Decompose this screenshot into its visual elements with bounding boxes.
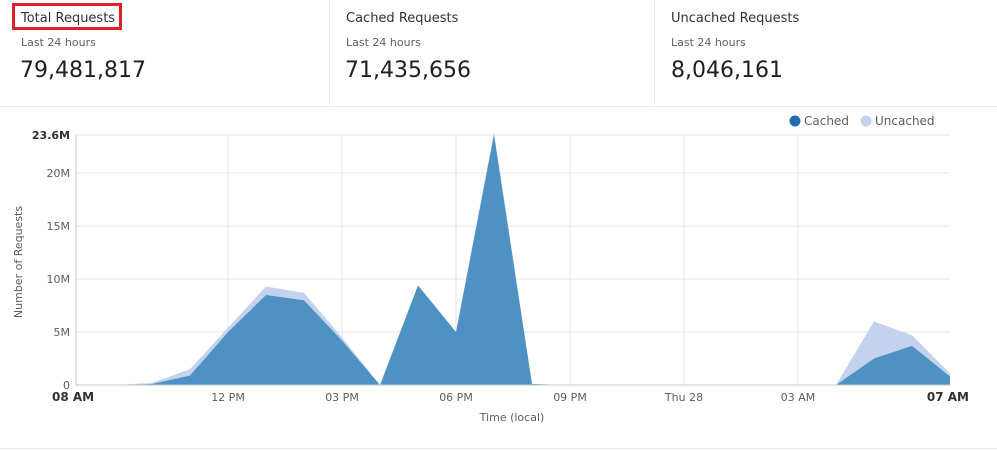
legend-swatch-uncached: [860, 115, 872, 127]
y-tick-label: 15M: [47, 220, 71, 233]
y-tick-label: 20M: [47, 167, 71, 180]
card-value: 79,481,817: [20, 58, 146, 83]
x-tick-label: Thu 28: [664, 391, 703, 404]
uncached-requests-card[interactable]: Uncached Requests Last 24 hours 8,046,16…: [654, 0, 997, 105]
card-subtitle: Last 24 hours: [21, 36, 96, 49]
uncached-area: [76, 131, 950, 385]
y-axis-label: Number of Requests: [12, 206, 25, 318]
x-axis-label: Time (local): [479, 411, 545, 424]
legend-swatch-cached: [789, 115, 801, 127]
cached-area: [76, 135, 950, 385]
y-tick-label: 0: [63, 379, 70, 392]
chart-axes: 0 5M 10M 15M 20M 23.6M 08 AM 12 PM 03 PM 06 PM 09 …: [32, 129, 969, 404]
requests-area-chart: 0 5M 10M 15M 20M 23.6M 08 AM 12 PM 03 PM 06 PM 09 …: [12, 114, 969, 424]
x-tick-label: 09 PM: [553, 391, 587, 404]
chart-grid: [76, 134, 950, 385]
card-title: Cached Requests: [346, 11, 459, 26]
x-tick-label: 03 PM: [325, 391, 359, 404]
x-tick-label: 06 PM: [439, 391, 473, 404]
summary-cards: Total Requests Last 24 hours 79,481,817 …: [0, 0, 997, 107]
card-subtitle: Last 24 hours: [671, 36, 746, 49]
y-tick-label: 5M: [54, 326, 71, 339]
card-value: 71,435,656: [345, 58, 471, 83]
chart-areas: [76, 131, 950, 385]
legend-label-uncached: Uncached: [875, 114, 935, 128]
cached-requests-card[interactable]: Cached Requests Last 24 hours 71,435,656: [329, 0, 655, 105]
x-tick-label: 03 AM: [781, 391, 816, 404]
x-tick-label: 07 AM: [927, 390, 969, 404]
y-tick-label: 10M: [47, 273, 71, 286]
highlight-box: [12, 3, 122, 30]
card-subtitle: Last 24 hours: [346, 36, 421, 49]
x-tick-label: 08 AM: [52, 390, 94, 404]
card-title: Uncached Requests: [671, 11, 800, 26]
x-tick-label: 12 PM: [211, 391, 245, 404]
card-title: Total Requests: [21, 11, 116, 26]
divider: [0, 448, 997, 449]
legend-label-cached: Cached: [804, 114, 849, 128]
chart-legend[interactable]: Cached Uncached: [789, 114, 935, 128]
total-requests-card[interactable]: Total Requests Last 24 hours 79,481,817: [0, 0, 330, 105]
y-tick-label: 23.6M: [32, 129, 70, 142]
card-value: 8,046,161: [671, 58, 783, 83]
